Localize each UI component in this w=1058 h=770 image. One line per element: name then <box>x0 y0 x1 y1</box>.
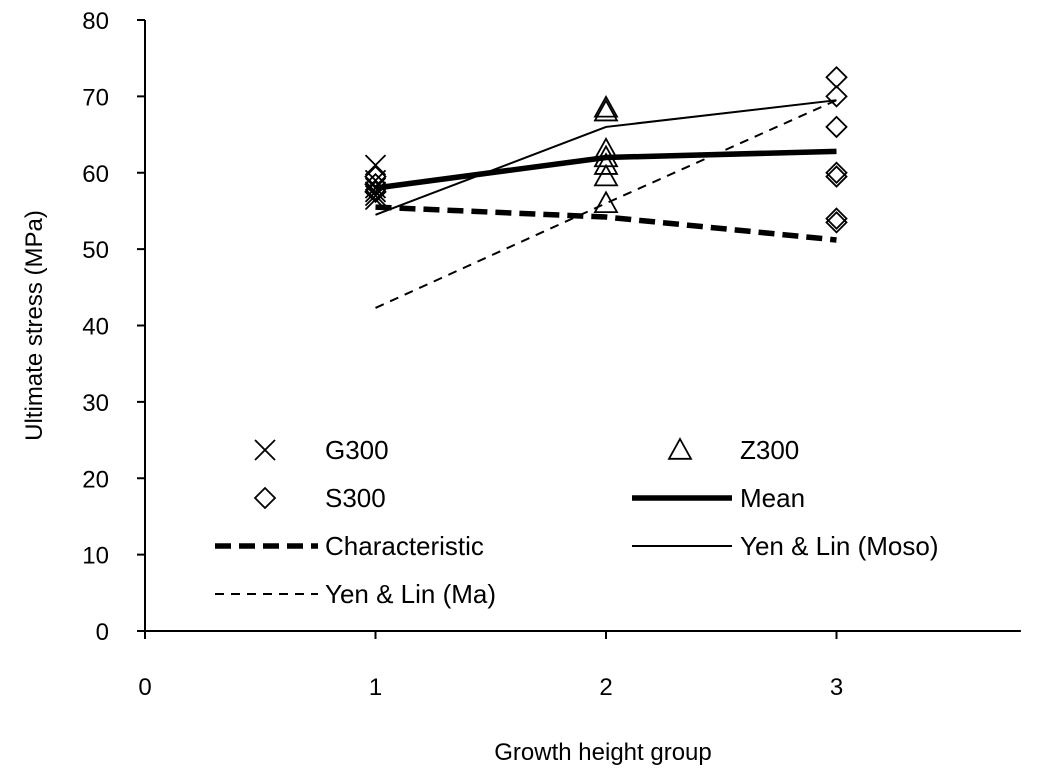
legend-label: Z300 <box>740 435 799 465</box>
y-tick-label: 0 <box>96 619 109 646</box>
legend-diamond-icon <box>253 486 277 510</box>
triangle-marker-point <box>593 152 619 175</box>
y-axis-title: Ultimate stress (MPa) <box>21 210 48 441</box>
legend: G300 Z300 S300 Mean Characteristic Yen & Lin … <box>215 435 938 609</box>
legend-entry: Yen & Lin (Ma) <box>215 579 496 609</box>
legend-label: Mean <box>740 483 805 513</box>
y-tick-label: 50 <box>82 237 109 264</box>
diamond-marker-point <box>825 211 848 234</box>
y-axis-ticks: 0 10 20 30 40 50 60 70 80 <box>82 8 145 646</box>
legend-entry: S300 <box>253 483 386 513</box>
legend-label: G300 <box>325 435 389 465</box>
y-tick-label: 80 <box>82 8 109 35</box>
y-tick-label: 20 <box>82 466 109 493</box>
scatter-markers-group <box>364 66 848 234</box>
x-axis-title: Growth height group <box>494 739 711 766</box>
legend-cross-icon <box>254 439 276 461</box>
legend-entry: Mean <box>632 483 805 513</box>
diamond-marker-point <box>825 115 848 139</box>
diamond-marker-point <box>825 66 848 89</box>
diamond-marker-point <box>825 165 848 188</box>
diamond-marker-point <box>364 172 387 196</box>
diamond-marker-point <box>364 180 387 204</box>
x-tick-label: 2 <box>599 674 612 701</box>
cross-marker-point <box>364 181 387 203</box>
y-tick-label: 30 <box>82 390 109 417</box>
x-axis-ticks: 0 1 2 3 <box>138 631 843 701</box>
legend-entry: G300 <box>254 435 389 465</box>
triangle-marker-point <box>593 98 619 122</box>
triangle-marker-point <box>593 190 619 213</box>
series-line-2 <box>375 204 837 243</box>
series-line-3 <box>375 99 837 216</box>
series-line-4 <box>375 99 837 309</box>
y-tick-label: 40 <box>82 314 109 341</box>
legend-label: Characteristic <box>325 531 484 561</box>
y-tick-label: 60 <box>82 161 109 188</box>
cross-marker-point <box>364 154 387 176</box>
y-tick-label: 10 <box>82 543 109 570</box>
line-series-group <box>375 99 837 309</box>
legend-label: S300 <box>325 483 386 513</box>
triangle-marker-point <box>593 94 619 118</box>
legend-entry: Z300 <box>667 435 799 465</box>
diamond-marker-point <box>364 165 387 188</box>
diamond-marker-point <box>825 161 848 185</box>
legend-label: Yen & Lin (Ma) <box>325 579 496 609</box>
y-tick-label: 70 <box>82 84 109 111</box>
legend-triangle-icon <box>667 437 693 460</box>
x-tick-label: 0 <box>138 674 151 701</box>
legend-entry: Characteristic <box>215 531 484 561</box>
x-tick-label: 3 <box>830 674 843 701</box>
diamond-marker-point <box>825 85 848 108</box>
diamond-marker-point <box>825 207 848 230</box>
legend-entry: Yen & Lin (Moso) <box>632 531 938 561</box>
triangle-marker-point <box>593 136 619 160</box>
cross-marker-point <box>364 188 387 211</box>
triangle-marker-point <box>593 163 619 187</box>
series-line-1 <box>375 148 837 191</box>
x-tick-label: 1 <box>369 674 382 701</box>
legend-label: Yen & Lin (Moso) <box>740 531 938 561</box>
